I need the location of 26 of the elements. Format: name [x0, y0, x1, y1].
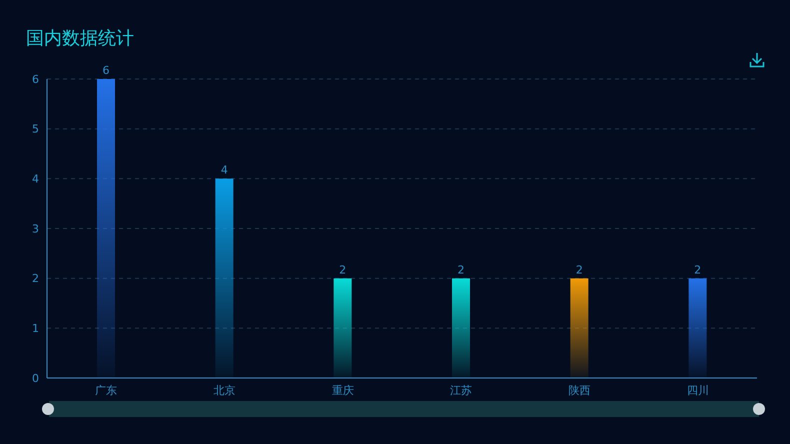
bar	[97, 79, 115, 378]
x-tick-label: 四川	[686, 384, 709, 397]
y-tick-label: 3	[32, 222, 39, 236]
y-tick-label: 6	[32, 72, 39, 86]
x-tick-label: 北京	[214, 384, 236, 397]
bar	[570, 278, 588, 378]
y-tick-label: 1	[32, 322, 39, 336]
bar	[452, 278, 470, 378]
bar	[334, 278, 352, 378]
x-tick-label: 广东	[95, 384, 118, 397]
chart-title: 国内数据统计	[26, 27, 134, 50]
data-label: 2	[339, 263, 346, 276]
x-tick-label: 江苏	[450, 384, 472, 397]
data-label: 6	[102, 64, 110, 77]
bar	[215, 178, 234, 378]
bar	[688, 278, 707, 378]
data-label: 2	[576, 263, 583, 276]
x-tick-label: 重庆	[332, 384, 354, 397]
data-label: 2	[458, 263, 464, 276]
y-tick-label: 5	[32, 122, 39, 136]
data-label: 2	[694, 263, 702, 276]
y-tick-label: 2	[32, 272, 39, 286]
y-tick-label: 4	[32, 172, 39, 186]
y-tick-label: 0	[32, 372, 39, 385]
data-label: 4	[220, 164, 228, 177]
x-tick-label: 陕西	[568, 384, 590, 397]
